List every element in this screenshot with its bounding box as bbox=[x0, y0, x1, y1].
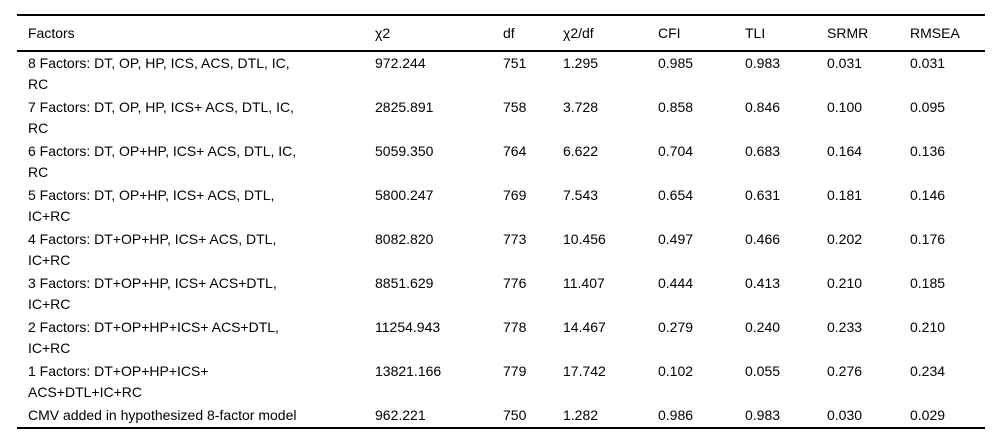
cell-chi2: 972.244 bbox=[375, 55, 426, 71]
cell-factors: 2 Factors: DT+OP+HP+ICS+ ACS+DTL, IC+RC bbox=[28, 319, 279, 356]
cell-chi2: 962.221 bbox=[375, 407, 426, 423]
cell-factors: 8 Factors: DT, OP, HP, ICS, ACS, DTL, IC… bbox=[28, 55, 290, 92]
cell-rmsea: 0.185 bbox=[910, 275, 946, 291]
cell-chi2-df: 7.543 bbox=[563, 187, 599, 203]
table-row-3-factors: 3 Factors: DT+OP+HP, ICS+ ACS+DTL, IC+RC… bbox=[17, 272, 985, 316]
cell-chi2: 13821.166 bbox=[375, 363, 442, 379]
cell-tli: 0.413 bbox=[745, 275, 781, 291]
table-row-2-factors: 2 Factors: DT+OP+HP+ICS+ ACS+DTL, IC+RC … bbox=[17, 316, 985, 360]
cell-cfi: 0.497 bbox=[658, 231, 694, 247]
cell-factors: 5 Factors: DT, OP+HP, ICS+ ACS, DTL, IC+… bbox=[28, 187, 275, 224]
cell-df: 758 bbox=[503, 99, 527, 115]
cell-cfi: 0.986 bbox=[658, 407, 694, 423]
cell-df: 779 bbox=[503, 363, 527, 379]
cell-chi2: 11254.943 bbox=[375, 319, 441, 335]
table-row-4-factors: 4 Factors: DT+OP+HP, ICS+ ACS, DTL, IC+R… bbox=[17, 228, 985, 272]
model-fit-table: Factors χ2 df χ2/df CFI TLI SRMR RMSEA 8… bbox=[17, 14, 985, 429]
cell-tli: 0.631 bbox=[745, 187, 781, 203]
cell-srmr: 0.030 bbox=[827, 407, 863, 423]
cell-tli: 0.983 bbox=[745, 407, 781, 423]
col-header-df: df bbox=[503, 15, 563, 52]
cell-chi2-df: 17.742 bbox=[563, 363, 606, 379]
cell-factors: 3 Factors: DT+OP+HP, ICS+ ACS+DTL, IC+RC bbox=[28, 275, 277, 312]
table-row-6-factors: 6 Factors: DT, OP+HP, ICS+ ACS, DTL, IC,… bbox=[17, 140, 985, 184]
cell-df: 750 bbox=[503, 407, 527, 423]
header-row: Factors χ2 df χ2/df CFI TLI SRMR RMSEA bbox=[17, 15, 985, 52]
col-header-srmr: SRMR bbox=[827, 15, 910, 52]
table-row-5-factors: 5 Factors: DT, OP+HP, ICS+ ACS, DTL, IC+… bbox=[17, 184, 985, 228]
cell-tli: 0.240 bbox=[745, 319, 781, 335]
col-header-chi2-df: χ2/df bbox=[563, 15, 658, 52]
cell-chi2-df: 14.467 bbox=[563, 319, 606, 335]
cell-tli: 0.466 bbox=[745, 231, 781, 247]
cell-factors: 6 Factors: DT, OP+HP, ICS+ ACS, DTL, IC,… bbox=[28, 143, 297, 180]
cell-chi2: 5059.350 bbox=[375, 143, 434, 159]
cell-srmr: 0.276 bbox=[827, 363, 863, 379]
cell-srmr: 0.181 bbox=[827, 187, 863, 203]
cell-chi2-df: 10.456 bbox=[563, 231, 606, 247]
col-header-chi2: χ2 bbox=[375, 15, 503, 52]
cell-df: 764 bbox=[503, 143, 527, 159]
cell-chi2-df: 1.295 bbox=[563, 55, 599, 71]
cell-rmsea: 0.176 bbox=[910, 231, 946, 247]
col-header-tli: TLI bbox=[745, 15, 827, 52]
cell-cfi: 0.985 bbox=[658, 55, 694, 71]
cell-factors: CMV added in hypothesized 8-factor model bbox=[28, 407, 297, 423]
table-row-7-factors: 7 Factors: DT, OP, HP, ICS+ ACS, DTL, IC… bbox=[17, 96, 985, 140]
cell-tli: 0.055 bbox=[745, 363, 781, 379]
cell-cfi: 0.704 bbox=[658, 143, 694, 159]
cell-df: 773 bbox=[503, 231, 527, 247]
cell-tli: 0.846 bbox=[745, 99, 781, 115]
cell-tli: 0.983 bbox=[745, 55, 781, 71]
cell-df: 751 bbox=[503, 55, 527, 71]
cell-chi2-df: 6.622 bbox=[563, 143, 599, 159]
cell-srmr: 0.202 bbox=[827, 231, 863, 247]
cell-factors: 1 Factors: DT+OP+HP+ICS+ ACS+DTL+IC+RC bbox=[28, 363, 209, 400]
cell-rmsea: 0.031 bbox=[910, 55, 946, 71]
cell-srmr: 0.031 bbox=[827, 55, 863, 71]
cell-srmr: 0.100 bbox=[827, 99, 863, 115]
cell-cfi: 0.654 bbox=[658, 187, 694, 203]
cell-rmsea: 0.029 bbox=[910, 407, 946, 423]
cell-chi2: 2825.891 bbox=[375, 99, 434, 115]
col-header-cfi: CFI bbox=[658, 15, 745, 52]
cell-cfi: 0.102 bbox=[658, 363, 694, 379]
cell-rmsea: 0.136 bbox=[910, 143, 946, 159]
cell-df: 778 bbox=[503, 319, 527, 335]
cell-rmsea: 0.095 bbox=[910, 99, 946, 115]
cell-df: 776 bbox=[503, 275, 527, 291]
cell-srmr: 0.210 bbox=[827, 275, 863, 291]
cell-chi2-df: 1.282 bbox=[563, 407, 599, 423]
cell-chi2-df: 11.407 bbox=[563, 275, 605, 291]
cell-chi2-df: 3.728 bbox=[563, 99, 599, 115]
table-row-8-factors: 8 Factors: DT, OP, HP, ICS, ACS, DTL, IC… bbox=[17, 51, 985, 96]
table-row-cmv-model: CMV added in hypothesized 8-factor model… bbox=[17, 404, 985, 428]
cell-chi2: 5800.247 bbox=[375, 187, 434, 203]
cell-rmsea: 0.234 bbox=[910, 363, 946, 379]
cell-factors: 7 Factors: DT, OP, HP, ICS+ ACS, DTL, IC… bbox=[28, 99, 294, 136]
cell-cfi: 0.444 bbox=[658, 275, 694, 291]
cell-srmr: 0.233 bbox=[827, 319, 863, 335]
table-row-1-factor: 1 Factors: DT+OP+HP+ICS+ ACS+DTL+IC+RC 1… bbox=[17, 360, 985, 404]
cell-chi2: 8851.629 bbox=[375, 275, 434, 291]
cell-rmsea: 0.146 bbox=[910, 187, 946, 203]
col-header-rmsea: RMSEA bbox=[910, 15, 985, 52]
cell-tli: 0.683 bbox=[745, 143, 781, 159]
col-header-factors: Factors bbox=[17, 15, 375, 52]
cell-cfi: 0.279 bbox=[658, 319, 694, 335]
cell-srmr: 0.164 bbox=[827, 143, 863, 159]
cell-df: 769 bbox=[503, 187, 527, 203]
cell-factors: 4 Factors: DT+OP+HP, ICS+ ACS, DTL, IC+R… bbox=[28, 231, 277, 268]
cell-rmsea: 0.210 bbox=[910, 319, 946, 335]
cell-cfi: 0.858 bbox=[658, 99, 694, 115]
cell-chi2: 8082.820 bbox=[375, 231, 434, 247]
